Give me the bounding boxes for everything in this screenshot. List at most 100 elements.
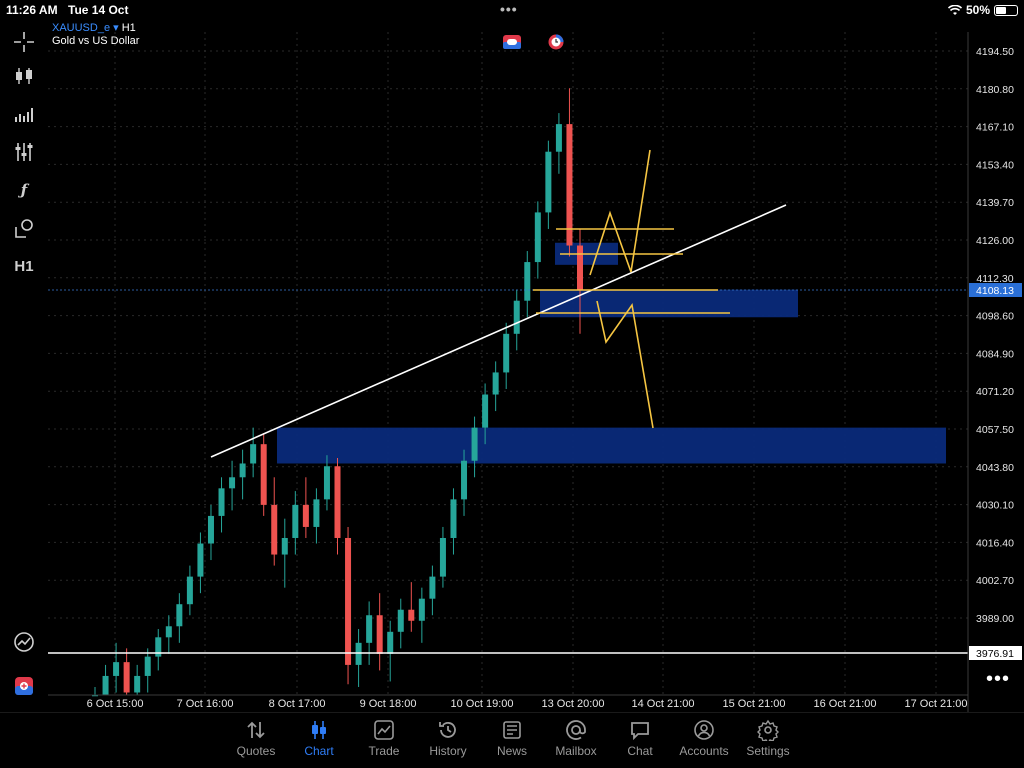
- candle: [566, 88, 573, 257]
- candle: [313, 488, 320, 544]
- tab-chat[interactable]: Chat: [605, 719, 675, 758]
- tab-mailbox-label: Mailbox: [555, 744, 597, 758]
- price-chart[interactable]: 4194.50 4180.80 4167.10 4153.40 4139.70 4126.…: [0, 0, 1024, 712]
- price-tick-label: 4071.20: [976, 386, 1014, 398]
- news-icon: [503, 721, 521, 739]
- tab-chart[interactable]: Chart: [284, 719, 354, 758]
- price-tick-label: 4153.40: [976, 159, 1014, 171]
- candle: [439, 526, 446, 588]
- zone-rect[interactable]: [277, 427, 946, 464]
- trade-icon: [374, 720, 394, 740]
- candle: [113, 642, 120, 693]
- candle: [461, 449, 468, 516]
- tab-settings-label: Settings: [746, 744, 790, 758]
- candle: [418, 587, 425, 643]
- timeframe-label: H1: [14, 257, 34, 275]
- accounts-icon: [694, 720, 714, 740]
- status-bar: 11:26 AM Tue 14 Oct ••• 50%: [0, 0, 1024, 20]
- candle: [503, 322, 510, 389]
- more-options-button[interactable]: •••: [986, 668, 1011, 690]
- symbol-description: Gold vs US Dollar: [52, 35, 140, 47]
- price-tick-label: 3989.00: [976, 613, 1014, 625]
- candle: [102, 664, 109, 695]
- bottom-tab-bar: Quotes Chart Trade History News Mailbox …: [0, 712, 1024, 768]
- left-toolbar: ƒ H1: [0, 20, 48, 710]
- candle: [207, 504, 214, 561]
- yellow-annotations[interactable]: [533, 149, 730, 429]
- time-tick-label: 8 Oct 17:00: [269, 698, 326, 710]
- tab-chart-label: Chart: [304, 744, 334, 758]
- tab-history-label: History: [429, 744, 467, 758]
- price-tick-label: 4016.40: [976, 537, 1014, 549]
- candle: [292, 491, 299, 555]
- symbol-name: XAUUSD_e: [52, 22, 111, 34]
- candle: [155, 629, 162, 671]
- one-click-panel-icon[interactable]: [503, 34, 521, 50]
- one-click-trading-icon[interactable]: [10, 672, 38, 700]
- candle: [387, 620, 394, 682]
- time-tick-label: 6 Oct 15:00: [87, 698, 144, 710]
- symbol-info[interactable]: XAUUSD_e ▾ H1 Gold vs US Dollar: [52, 22, 140, 47]
- candle: [482, 383, 489, 445]
- trade-signal-icon[interactable]: [10, 628, 38, 656]
- status-right: 50%: [947, 3, 1018, 17]
- candle: [397, 598, 404, 649]
- tab-history[interactable]: History: [413, 719, 483, 758]
- candle: [123, 648, 130, 695]
- time-tick-label: 17 Oct 21:00: [905, 698, 968, 710]
- candle: [355, 629, 362, 687]
- wifi-icon: [947, 4, 962, 15]
- settings-sliders-icon[interactable]: [10, 138, 38, 166]
- tab-news-label: News: [496, 744, 527, 758]
- chart-top-icons: [503, 34, 565, 50]
- candle: [302, 477, 309, 538]
- candle: [323, 455, 330, 511]
- candle: [144, 648, 151, 693]
- symbol-timeframe: H1: [121, 22, 136, 34]
- price-tick-label: 4112.30: [976, 273, 1013, 285]
- tab-trade[interactable]: Trade: [349, 719, 419, 758]
- trendline[interactable]: [210, 204, 787, 458]
- candlestick-icon[interactable]: [10, 62, 38, 90]
- tab-quotes-label: Quotes: [236, 744, 276, 758]
- time-axis: 6 Oct 15:00 7 Oct 16:00 8 Oct 17:00 9 Oct 1…: [48, 694, 968, 710]
- hline-price-tag: 3976.91: [969, 646, 1022, 660]
- tab-accounts[interactable]: Accounts: [669, 719, 739, 758]
- settings-gear-icon: [757, 719, 779, 741]
- tab-accounts-label: Accounts: [679, 744, 729, 758]
- price-tick-label: 4002.70: [976, 575, 1014, 587]
- price-tick-label: 4180.80: [976, 84, 1014, 96]
- mailbox-icon: [566, 720, 586, 740]
- candle: [165, 615, 172, 654]
- clock-timer-icon[interactable]: [547, 34, 565, 50]
- battery-percent: 50%: [965, 3, 990, 17]
- tab-trade-label: Trade: [368, 744, 400, 758]
- tab-news[interactable]: News: [477, 719, 547, 758]
- candle: [186, 565, 193, 616]
- candle: [197, 532, 204, 594]
- candle: [513, 289, 520, 351]
- candle: [408, 582, 415, 632]
- candle: [555, 113, 562, 174]
- candle: [239, 449, 246, 500]
- candle: [534, 201, 541, 279]
- tab-settings[interactable]: Settings: [733, 719, 803, 758]
- candle: [577, 228, 583, 334]
- objects-icon[interactable]: [10, 214, 38, 242]
- chart-drawings[interactable]: [48, 149, 968, 654]
- indicators-icon[interactable]: [10, 100, 38, 128]
- timeframe-button[interactable]: H1: [10, 252, 38, 280]
- candle: [429, 565, 436, 616]
- tab-mailbox[interactable]: Mailbox: [541, 719, 611, 758]
- price-axis: 4194.50 4180.80 4167.10 4153.40 4139.70 4126.…: [967, 32, 1014, 712]
- time-tick-label: 13 Oct 20:00: [542, 698, 605, 710]
- candle: [134, 664, 141, 695]
- price-tick-label: 4126.00: [976, 235, 1014, 247]
- candle: [176, 593, 183, 643]
- tab-quotes[interactable]: Quotes: [221, 719, 291, 758]
- function-icon[interactable]: ƒ: [20, 181, 28, 199]
- price-tick-label: 4194.50: [976, 46, 1014, 58]
- multitasking-dots-icon[interactable]: •••: [500, 1, 518, 17]
- crosshair-icon[interactable]: [10, 28, 38, 56]
- battery-icon: [994, 4, 1018, 16]
